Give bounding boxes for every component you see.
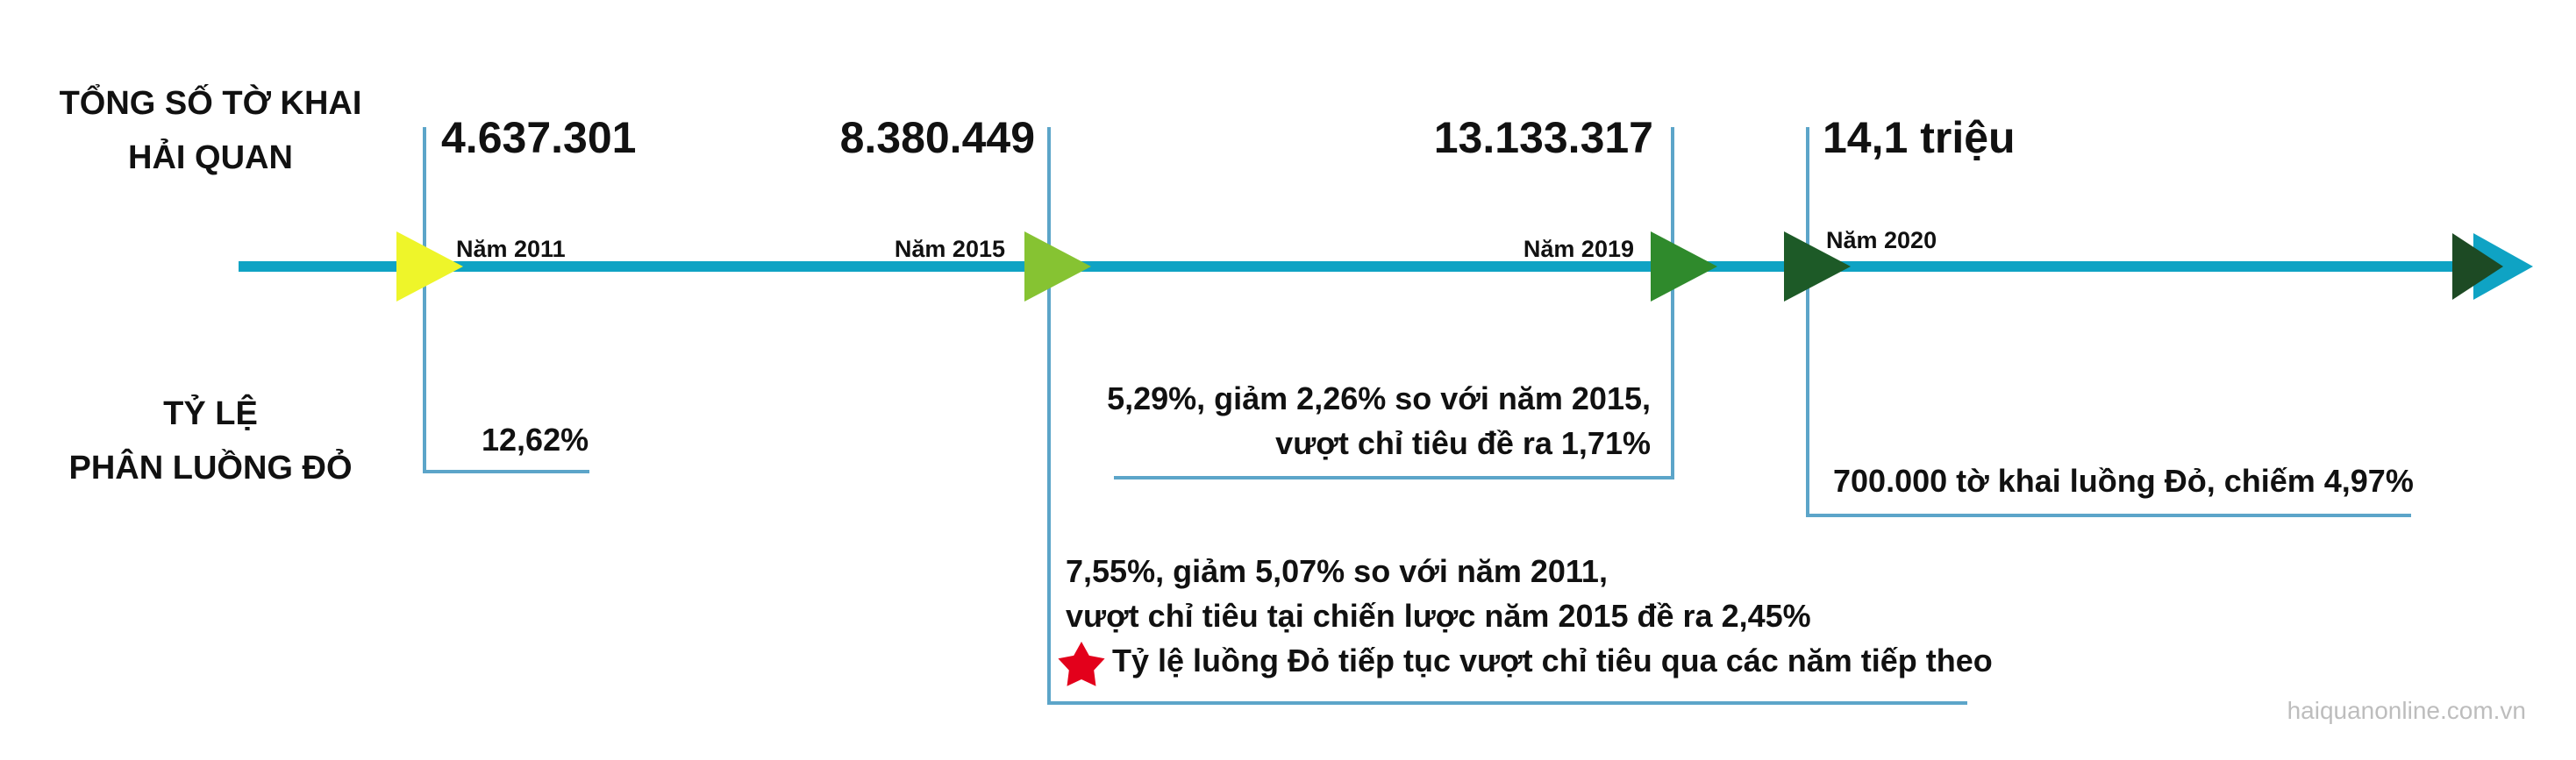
- ratio-2011: 12,62%: [482, 422, 589, 458]
- marker-2019-icon: [1651, 231, 1717, 302]
- marker-2015-icon: [1024, 231, 1091, 302]
- red-channel-ratio-heading-line1: TỶ LỆ: [163, 394, 258, 432]
- red-channel-ratio-heading-line2: PHÂN LUỒNG ĐỎ: [69, 448, 353, 487]
- ratio-2015-line1: 7,55%, giảm 5,07% so với năm 2011,: [1066, 553, 1608, 589]
- total-2019: 13.133.317: [1434, 113, 1653, 162]
- ratio-2015-line2: vượt chỉ tiêu tại chiến lược năm 2015 đề…: [1066, 598, 1811, 634]
- bracket-2015: [1047, 127, 1967, 705]
- ratio-2019-line2: vượt chỉ tiêu đề ra 1,71%: [1275, 425, 1651, 461]
- timeline-end-arrow-dark-icon: [2452, 233, 2503, 300]
- bracket-2011: [423, 127, 589, 473]
- marker-2020-icon: [1784, 231, 1851, 302]
- year-2015: Năm 2015: [895, 236, 1005, 262]
- total-declarations-heading-line2: HẢI QUAN: [128, 138, 293, 176]
- total-2015: 8.380.449: [840, 113, 1035, 162]
- star-icon: [1058, 642, 1105, 686]
- ratio-2019-line1: 5,29%, giảm 2,26% so với năm 2015,: [1107, 380, 1651, 416]
- bracket-2020: [1806, 127, 2411, 517]
- marker-2011-icon: [396, 231, 463, 302]
- total-2011: 4.637.301: [441, 113, 636, 162]
- timeline-bar: [239, 261, 2484, 272]
- total-declarations-heading-line1: TỔNG SỐ TỜ KHAI: [60, 82, 362, 122]
- total-2020: 14,1 triệu: [1823, 113, 2016, 162]
- year-2019: Năm 2019: [1523, 236, 1634, 262]
- conclusion-note: Tỷ lệ luồng Đỏ tiếp tục vượt chỉ tiêu qu…: [1112, 643, 1993, 678]
- year-2011: Năm 2011: [456, 236, 566, 262]
- ratio-2020: 700.000 tờ khai luồng Đỏ, chiếm 4,97%: [1833, 463, 2414, 499]
- watermark: haiquanonline.com.vn: [2287, 697, 2526, 724]
- year-2020: Năm 2020: [1826, 227, 1937, 253]
